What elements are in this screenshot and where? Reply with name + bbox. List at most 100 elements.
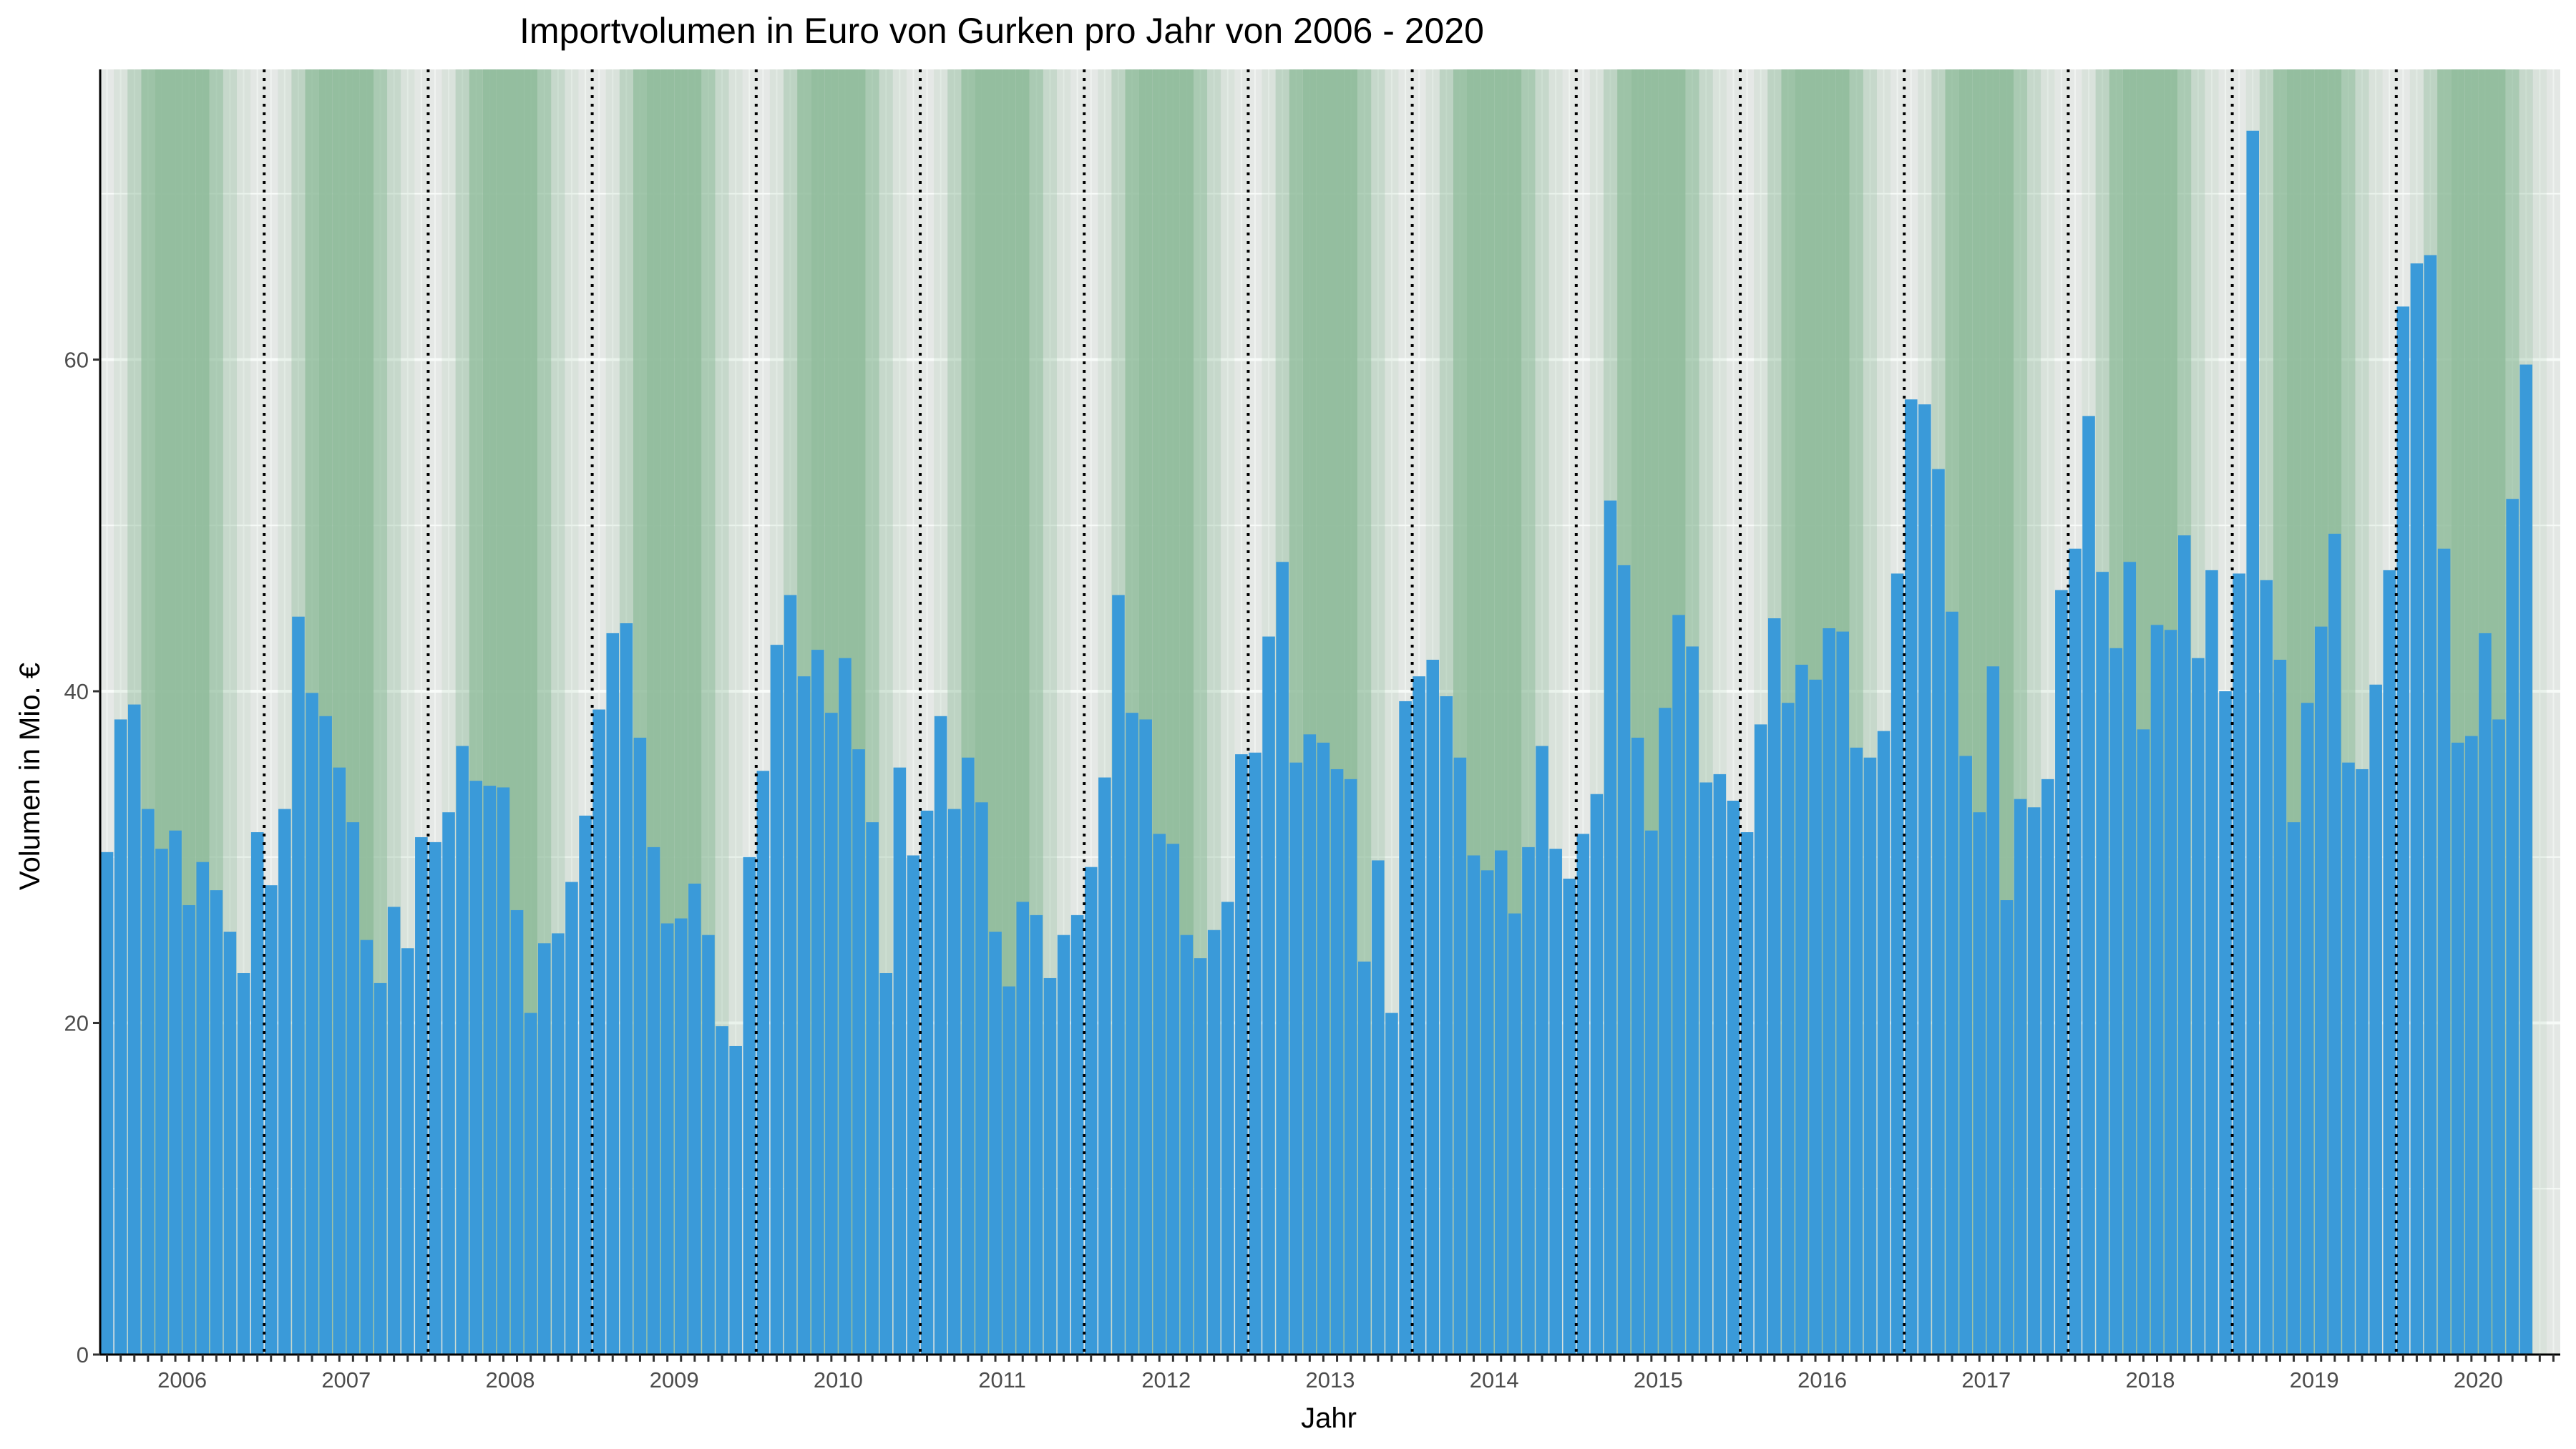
bar bbox=[1918, 404, 1931, 1355]
x-tick-label: 2012 bbox=[1141, 1367, 1191, 1392]
bar bbox=[2150, 625, 2164, 1355]
x-tick-label: 2015 bbox=[1634, 1367, 1683, 1392]
x-tick-label: 2007 bbox=[321, 1367, 371, 1392]
x-tick-label: 2016 bbox=[1797, 1367, 1847, 1392]
bar bbox=[429, 841, 441, 1355]
bar bbox=[552, 933, 565, 1355]
x-tick-label: 2006 bbox=[157, 1367, 207, 1392]
bar bbox=[1070, 914, 1084, 1355]
bar bbox=[2192, 658, 2205, 1355]
bar bbox=[1166, 844, 1180, 1355]
bar bbox=[1194, 958, 1207, 1355]
bar bbox=[2000, 900, 2014, 1355]
bar bbox=[2273, 660, 2287, 1355]
bar bbox=[989, 932, 1002, 1355]
bar bbox=[469, 781, 483, 1355]
bar bbox=[2109, 648, 2123, 1355]
bar bbox=[579, 815, 592, 1355]
bar bbox=[674, 918, 688, 1355]
bar bbox=[1480, 870, 1494, 1355]
y-axis-label: Volumen in Mio. € bbox=[14, 663, 46, 890]
bar bbox=[264, 885, 278, 1355]
bar bbox=[360, 940, 374, 1355]
bar bbox=[415, 836, 428, 1355]
bar bbox=[756, 771, 770, 1355]
bar bbox=[387, 907, 401, 1355]
bar bbox=[1180, 935, 1194, 1355]
bar bbox=[2437, 548, 2451, 1355]
bar bbox=[647, 847, 660, 1355]
bar bbox=[1426, 660, 1440, 1355]
season-shading bbox=[100, 69, 2560, 1355]
y-tick-label: 0 bbox=[77, 1342, 89, 1367]
bar bbox=[1754, 724, 1767, 1355]
bar bbox=[2424, 255, 2437, 1355]
bar bbox=[182, 904, 195, 1355]
bar bbox=[1782, 703, 1795, 1355]
bar bbox=[1221, 902, 1234, 1355]
bar bbox=[2342, 762, 2355, 1355]
bar bbox=[1440, 696, 1453, 1355]
bar bbox=[688, 883, 701, 1355]
bar bbox=[2082, 416, 2095, 1355]
bar bbox=[1672, 615, 1685, 1355]
bar bbox=[2369, 684, 2382, 1355]
bar bbox=[729, 1045, 742, 1355]
bar bbox=[100, 852, 114, 1355]
bar bbox=[1030, 914, 1043, 1355]
bar bbox=[2506, 499, 2519, 1355]
bar bbox=[620, 623, 633, 1355]
bar bbox=[2465, 736, 2478, 1355]
bar bbox=[1413, 676, 1425, 1355]
bar bbox=[1645, 830, 1658, 1355]
bar bbox=[2055, 590, 2068, 1355]
bar bbox=[1631, 737, 1644, 1355]
bar bbox=[169, 830, 182, 1355]
bar bbox=[292, 616, 305, 1355]
bar bbox=[2451, 742, 2464, 1355]
bar bbox=[1617, 565, 1631, 1355]
bar bbox=[866, 822, 879, 1355]
bar bbox=[784, 595, 797, 1355]
bar bbox=[1276, 562, 1289, 1355]
bar bbox=[1112, 595, 1125, 1355]
bar bbox=[1508, 913, 1521, 1355]
bar bbox=[1549, 849, 1562, 1355]
bar bbox=[1795, 664, 1808, 1355]
bar bbox=[1659, 708, 1672, 1355]
season-band bbox=[2532, 69, 2547, 1355]
bar bbox=[1809, 679, 1822, 1355]
bar bbox=[1357, 961, 1371, 1355]
x-tick-label: 2020 bbox=[2454, 1367, 2503, 1392]
bar bbox=[1016, 902, 1030, 1355]
bar bbox=[1767, 618, 1781, 1355]
bar bbox=[1262, 636, 1275, 1355]
bar bbox=[2164, 630, 2177, 1355]
bar bbox=[210, 890, 223, 1355]
bars bbox=[100, 130, 2533, 1355]
bar bbox=[1959, 756, 1972, 1355]
bar bbox=[947, 809, 961, 1355]
bar bbox=[1973, 812, 1986, 1355]
bar bbox=[127, 704, 141, 1355]
bar bbox=[223, 932, 237, 1355]
bar bbox=[1399, 701, 1412, 1355]
bar bbox=[2233, 573, 2245, 1355]
bar bbox=[716, 1026, 728, 1355]
bar bbox=[1385, 1013, 1398, 1355]
bar bbox=[2519, 364, 2533, 1355]
bar bbox=[1249, 752, 1262, 1355]
bar bbox=[2479, 633, 2492, 1355]
bar bbox=[1494, 850, 1508, 1355]
y-tick-label: 60 bbox=[64, 348, 89, 373]
bar bbox=[1536, 746, 1548, 1355]
bar bbox=[1713, 774, 1727, 1355]
bar bbox=[1372, 860, 1385, 1355]
bar bbox=[401, 948, 414, 1355]
x-tick-label: 2018 bbox=[2126, 1367, 2175, 1392]
bar bbox=[1727, 800, 1740, 1355]
bar bbox=[2205, 570, 2218, 1355]
bar bbox=[155, 849, 168, 1355]
bar bbox=[660, 923, 674, 1355]
bar bbox=[442, 812, 455, 1355]
